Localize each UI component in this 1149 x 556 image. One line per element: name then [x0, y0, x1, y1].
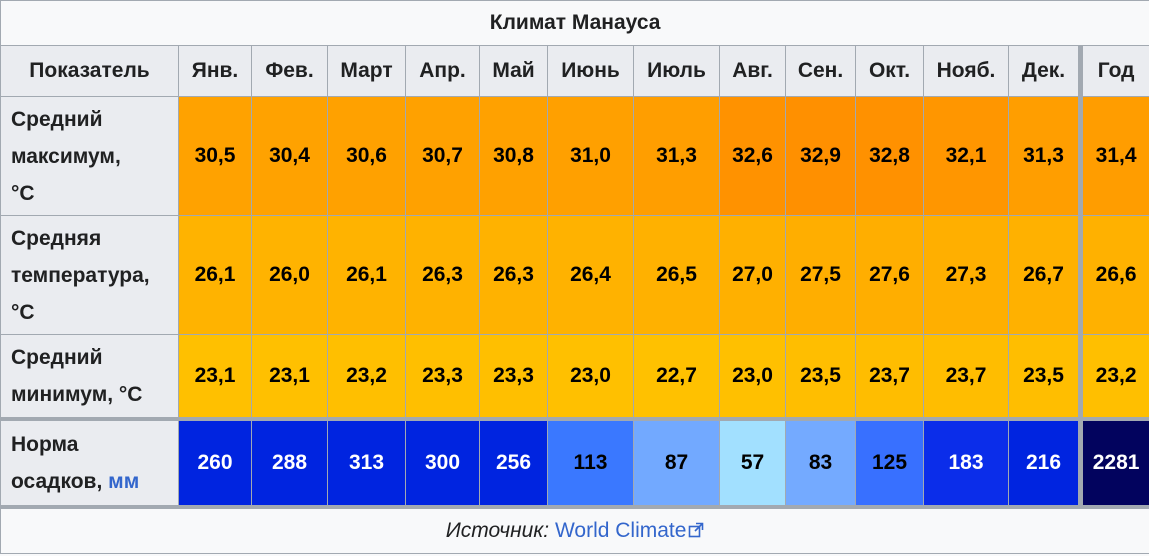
max-temp-cell: 32,1: [923, 96, 1009, 216]
table-row-avg-temp: Средняя температура, °C 26,1 26,0 26,1 2…: [0, 215, 1149, 335]
min-temp-cell: 23,3: [479, 334, 548, 420]
row-label-line: максимум,: [11, 144, 121, 168]
month-header: Янв.: [178, 45, 252, 97]
max-temp-cell: 32,9: [785, 96, 856, 216]
precip-cell: 87: [633, 417, 720, 508]
min-temp-cell: 23,7: [855, 334, 924, 420]
precip-cell: 300: [405, 417, 480, 508]
avg-temp-year-cell: 26,6: [1077, 215, 1149, 335]
month-header: Авг.: [719, 45, 786, 97]
min-temp-cell: 23,1: [178, 334, 252, 420]
avg-temp-cell: 26,3: [479, 215, 548, 335]
row-label-line: минимум, °C: [11, 383, 143, 406]
min-temp-cell: 23,7: [923, 334, 1009, 420]
precip-year-cell: 2281: [1077, 417, 1149, 508]
min-temp-year-cell: 23,2: [1077, 334, 1149, 420]
avg-temp-cell: 27,5: [785, 215, 856, 335]
precip-cell: 57: [719, 417, 786, 508]
precip-cell: 256: [479, 417, 548, 508]
row-label-line: Средний: [11, 346, 103, 369]
avg-temp-cell: 27,6: [855, 215, 924, 335]
avg-temp-cell: 26,1: [327, 215, 406, 335]
month-header: Фев.: [251, 45, 328, 97]
max-temp-cell: 31,3: [1008, 96, 1081, 216]
precip-cell: 313: [327, 417, 406, 508]
row-label-line: °C: [11, 181, 35, 205]
max-temp-year-cell: 31,4: [1077, 96, 1149, 216]
external-link-icon[interactable]: [688, 520, 704, 538]
min-temp-cell: 23,1: [251, 334, 328, 420]
month-header: Март: [327, 45, 406, 97]
table-row-precipitation: Норма осадков, мм 260 288 313 300 256 11…: [0, 417, 1149, 508]
precip-cell: 83: [785, 417, 856, 508]
precip-cell: 183: [923, 417, 1009, 508]
source-label: Источник:: [445, 519, 550, 542]
avg-temp-cell: 26,1: [178, 215, 252, 335]
row-label-max-temp: Средний максимум, °C: [0, 96, 179, 216]
row-label-precipitation: Норма осадков, мм: [0, 417, 179, 508]
precip-cell: 260: [178, 417, 252, 508]
max-temp-cell: 32,8: [855, 96, 924, 216]
precip-cell: 288: [251, 417, 328, 508]
max-temp-cell: 30,6: [327, 96, 406, 216]
month-header: Апр.: [405, 45, 480, 97]
row-label-min-temp: Средний минимум, °C: [0, 334, 179, 420]
month-header: Дек.: [1008, 45, 1081, 97]
min-temp-cell: 23,3: [405, 334, 480, 420]
row-label-line: °C: [11, 300, 35, 324]
indicator-header: Показатель: [0, 45, 179, 97]
precip-cell: 113: [547, 417, 634, 508]
max-temp-cell: 31,3: [633, 96, 720, 216]
avg-temp-cell: 26,3: [405, 215, 480, 335]
min-temp-cell: 22,7: [633, 334, 720, 420]
min-temp-cell: 23,5: [785, 334, 856, 420]
month-header: Июль: [633, 45, 720, 97]
max-temp-cell: 31,0: [547, 96, 634, 216]
avg-temp-cell: 26,4: [547, 215, 634, 335]
avg-temp-cell: 26,7: [1008, 215, 1081, 335]
min-temp-cell: 23,0: [547, 334, 634, 420]
source-link[interactable]: World Climate: [554, 519, 687, 542]
avg-temp-cell: 27,0: [719, 215, 786, 335]
source-footer: Источник: World Climate: [0, 505, 1149, 554]
row-label-line: Норма: [11, 433, 79, 456]
month-header: Май: [479, 45, 548, 97]
row-label-line: температура,: [11, 263, 150, 287]
row-label-line: осадков,: [11, 470, 103, 493]
min-temp-cell: 23,5: [1008, 334, 1081, 420]
max-temp-cell: 30,7: [405, 96, 480, 216]
precip-cell: 125: [855, 417, 924, 508]
table-row-max-temp: Средний максимум, °C 30,5 30,4 30,6 30,7…: [0, 96, 1149, 216]
row-label-line: Средний: [11, 107, 103, 131]
header-row: Показатель Янв. Фев. Март Апр. Май Июнь …: [0, 45, 1149, 97]
table-title: Климат Манауса: [0, 0, 1149, 46]
avg-temp-cell: 26,5: [633, 215, 720, 335]
month-header: Окт.: [855, 45, 924, 97]
min-temp-cell: 23,2: [327, 334, 406, 420]
max-temp-cell: 30,5: [178, 96, 252, 216]
month-header: Сен.: [785, 45, 856, 97]
row-label-line: Средняя: [11, 226, 102, 250]
unit-link[interactable]: мм: [108, 470, 140, 493]
max-temp-cell: 30,8: [479, 96, 548, 216]
min-temp-cell: 23,0: [719, 334, 786, 420]
avg-temp-cell: 27,3: [923, 215, 1009, 335]
max-temp-cell: 32,6: [719, 96, 786, 216]
row-label-avg-temp: Средняя температура, °C: [0, 215, 179, 335]
year-header: Год: [1077, 45, 1149, 97]
month-header: Июнь: [547, 45, 634, 97]
month-header: Нояб.: [923, 45, 1009, 97]
max-temp-cell: 30,4: [251, 96, 328, 216]
avg-temp-cell: 26,0: [251, 215, 328, 335]
table-row-min-temp: Средний минимум, °C 23,1 23,1 23,2 23,3 …: [0, 334, 1149, 420]
precip-cell: 216: [1008, 417, 1081, 508]
